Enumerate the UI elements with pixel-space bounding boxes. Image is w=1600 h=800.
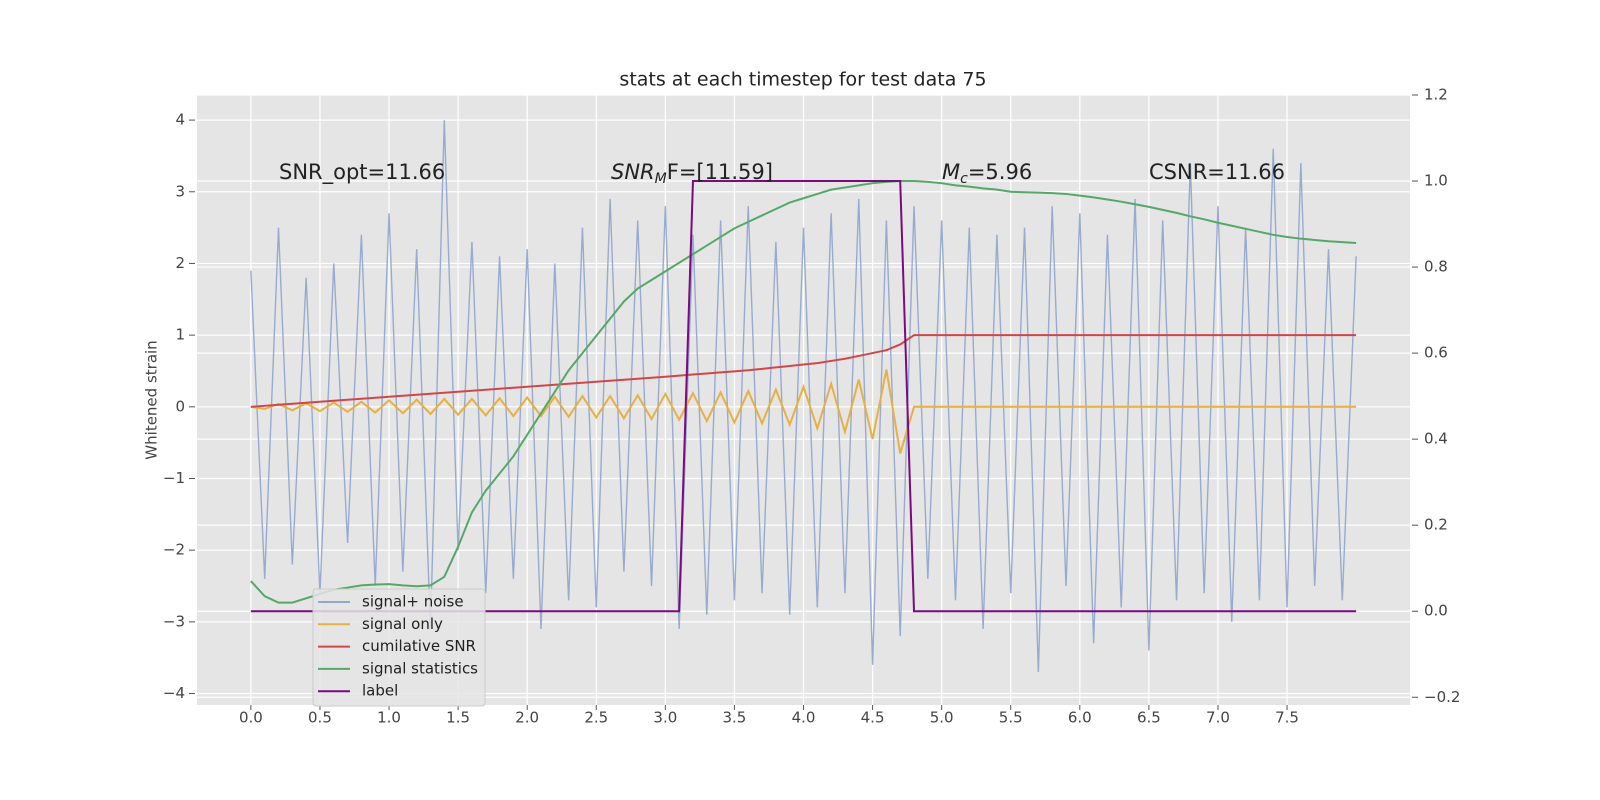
annotation-sub: c <box>960 171 968 187</box>
y2-tick-label: 0.8 <box>1424 258 1448 276</box>
series-line <box>250 334 1357 408</box>
series-line <box>250 180 1357 604</box>
legend-label: signal+ noise <box>362 593 464 611</box>
y-tick-label: −4 <box>163 684 185 702</box>
x-tick-label: 5.0 <box>930 709 954 727</box>
y2-tick-label: −0.2 <box>1424 688 1460 706</box>
y-tick-label: 4 <box>175 111 185 129</box>
annotation-sub: M <box>655 171 667 187</box>
y2-tick-label: 0.2 <box>1424 516 1448 534</box>
x-tick-label: 2.0 <box>515 709 539 727</box>
y2-tick-label: 1.0 <box>1424 172 1448 190</box>
x-tick-label: 3.5 <box>722 709 746 727</box>
y-tick-label: 3 <box>175 182 185 200</box>
annotation: CSNR=11.66 <box>1149 160 1285 184</box>
y-tick-label: 2 <box>175 254 185 272</box>
x-tick-label: 4.0 <box>792 709 816 727</box>
y-tick-label: 1 <box>175 326 185 344</box>
series-line <box>250 120 1357 673</box>
x-tick-label: 0.0 <box>239 709 263 727</box>
annotation-main: M <box>942 160 960 184</box>
y-tick-label: 0 <box>175 397 185 415</box>
annotation-tail: =5.96 <box>968 160 1032 184</box>
annotation: SNR_opt=11.66 <box>279 160 445 185</box>
x-tick-label: 1.5 <box>446 709 470 727</box>
x-tick-label: 0.5 <box>308 709 332 727</box>
series-line <box>250 369 1357 454</box>
x-tick-label: 2.5 <box>584 709 608 727</box>
y-tick-label: −3 <box>163 612 185 630</box>
annotation-tail: F=[11.59] <box>667 160 773 184</box>
x-tick-label: 1.0 <box>377 709 401 727</box>
y2-tick-label: 0.4 <box>1424 430 1448 448</box>
x-tick-label: 3.0 <box>653 709 677 727</box>
y-tick-label: −2 <box>163 541 185 559</box>
x-tick-label: 4.5 <box>861 709 885 727</box>
legend-label: signal statistics <box>362 659 478 677</box>
annotation: SNRMF=[11.59] <box>611 160 773 187</box>
x-tick-label: 6.0 <box>1068 709 1092 727</box>
chart-title: stats at each timestep for test data 75 <box>619 69 986 91</box>
y-tick-label: −1 <box>163 469 185 487</box>
x-tick-label: 7.0 <box>1206 709 1230 727</box>
x-tick-label: 7.5 <box>1275 709 1299 727</box>
legend-label: signal only <box>362 615 443 633</box>
y2-tick-label: 0.6 <box>1424 344 1448 362</box>
legend-label: label <box>362 682 398 700</box>
y-axis-label: Whitened strain <box>143 340 161 459</box>
x-tick-label: 6.5 <box>1137 709 1161 727</box>
annotation-main: SNR <box>611 160 655 184</box>
x-tick-label: 5.5 <box>999 709 1023 727</box>
y2-tick-label: 0.0 <box>1424 602 1448 620</box>
annotation: Mc=5.96 <box>942 160 1032 187</box>
y2-tick-label: 1.2 <box>1424 86 1448 104</box>
legend-label: cumilative SNR <box>362 637 476 655</box>
legend-box <box>312 588 486 707</box>
